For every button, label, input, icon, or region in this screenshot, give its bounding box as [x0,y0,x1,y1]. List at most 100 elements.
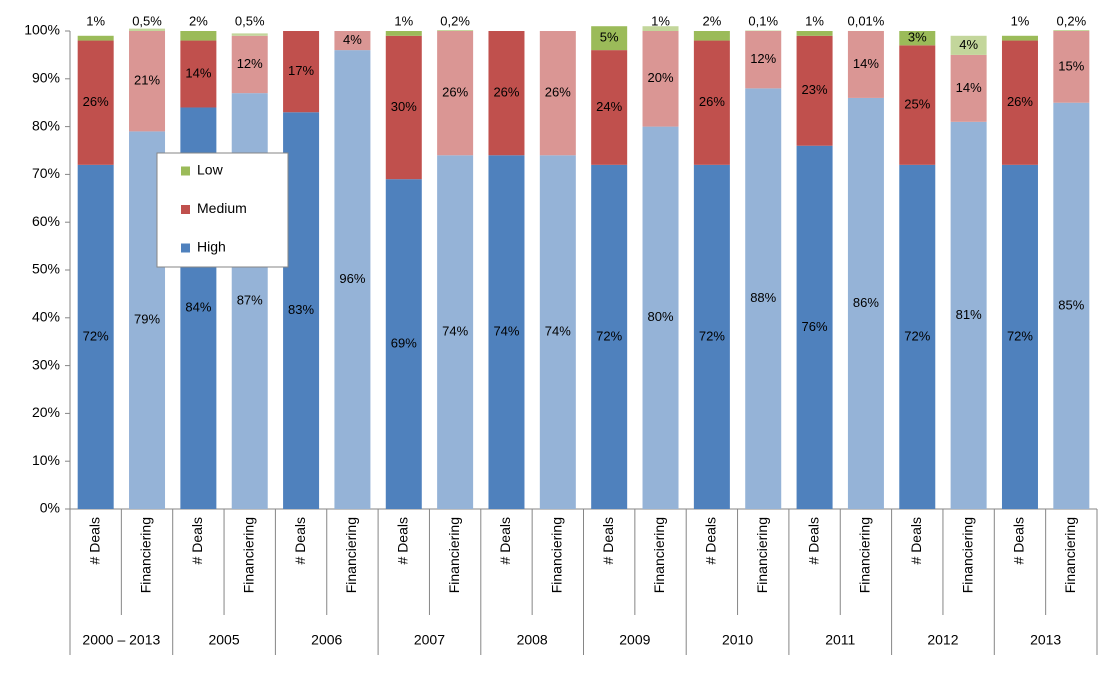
group-label: 2011 [825,632,855,648]
legend-swatch [181,166,190,176]
bar-segment [385,35,422,180]
data-label: 0,01% [847,13,884,28]
bar-segment [129,28,166,31]
legend-swatch [181,243,190,253]
bar-segment [437,31,474,156]
group-label: 2005 [208,632,239,648]
bar-segment [899,31,936,46]
y-tick-label: 80% [32,117,60,133]
data-label: 1% [394,13,413,28]
bar-segment [180,40,217,108]
data-label: 74% [493,324,519,339]
data-label: 15% [1058,58,1084,73]
bar-segment [693,164,730,509]
data-label: 1% [651,13,670,28]
data-label: 14% [185,65,211,80]
x-tick-label: Financiering [754,517,770,593]
x-tick-label: # Deals [86,517,102,564]
data-label: 26% [699,94,725,109]
data-label: 86% [853,295,879,310]
data-label: 72% [1007,328,1033,343]
x-tick-label: # Deals [292,517,308,564]
data-label: 72% [904,328,930,343]
y-tick-label: 70% [32,165,60,181]
bar-segment [385,179,422,509]
legend-label: High [197,239,226,255]
x-tick-label: Financiering [857,517,873,593]
data-label: 14% [853,56,879,71]
x-tick-label: Financiering [549,517,565,593]
data-label: 26% [545,85,571,100]
group-label: 2013 [1030,632,1061,648]
data-label: 83% [288,302,314,317]
data-label: 14% [956,80,982,95]
data-label: 81% [956,307,982,322]
data-label: 25% [904,97,930,112]
data-label: 26% [83,94,109,109]
bar-segment [796,35,833,146]
data-label: 1% [86,13,105,28]
bar-segment [283,112,320,509]
x-tick-label: Financiering [343,517,359,593]
data-label: 72% [83,328,109,343]
data-label: 69% [391,336,417,351]
data-label: 87% [237,293,263,308]
bar-segment [950,35,987,55]
data-label: 80% [648,309,674,324]
data-label: 26% [442,85,468,100]
data-label: 0,2% [440,13,470,28]
y-tick-label: 0% [40,500,60,516]
bar-segment [796,145,833,509]
bar-segment [1001,35,1038,41]
data-label: 23% [802,82,828,97]
x-tick-label: # Deals [497,517,513,564]
data-label: 2% [189,13,208,28]
y-tick-label: 10% [32,452,60,468]
bar-segment [950,121,987,509]
data-label: 88% [750,290,776,305]
data-label: 1% [805,13,824,28]
legend-swatch [181,205,190,214]
bar-segment [642,126,679,509]
group-label: 2012 [927,632,958,648]
x-tick-label: Financiering [240,517,256,593]
data-label: 0,5% [132,13,162,28]
bar-segment [539,31,576,156]
data-label: 0,1% [748,13,778,28]
bar-segment [745,88,782,510]
data-label: 26% [1007,94,1033,109]
x-tick-label: # Deals [600,517,616,564]
x-tick-label: Financiering [446,517,462,593]
data-label: 74% [442,324,468,339]
y-tick-label: 20% [32,404,60,420]
bar-segment [591,164,628,509]
bar-segment [847,31,884,98]
data-label: 12% [237,56,263,71]
data-label: 85% [1058,297,1084,312]
bar-segment [796,31,833,36]
bar-segment [77,40,114,165]
bar-segment [437,30,474,31]
x-tick-label: # Deals [908,517,924,564]
bar-segment [77,164,114,509]
data-label: 17% [288,63,314,78]
data-label: 84% [185,300,211,315]
y-tick-label: 90% [32,70,60,86]
x-tick-label: # Deals [189,517,205,564]
bar-segment [693,40,730,165]
data-label: 1% [1011,13,1030,28]
bar-segment [642,26,679,31]
y-tick-label: 100% [24,22,60,38]
x-tick-label: Financiering [1062,517,1078,593]
y-tick-label: 60% [32,213,60,229]
bar-segment [1053,31,1090,103]
legend-label: Low [197,162,224,178]
bar-segment [437,155,474,509]
x-tick-label: # Deals [703,517,719,564]
y-tick-label: 40% [32,309,60,325]
group-label: 2006 [311,632,342,648]
bar-segment [591,26,628,51]
legend-label: Medium [197,200,247,216]
bar-segment [591,50,628,165]
data-label: 20% [648,70,674,85]
